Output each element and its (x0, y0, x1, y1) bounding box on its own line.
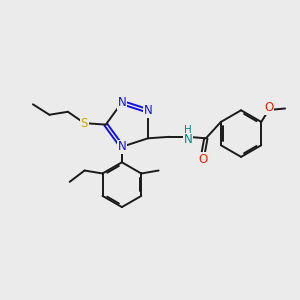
Text: O: O (264, 101, 273, 114)
Text: H: H (184, 125, 192, 135)
Text: N: N (144, 104, 152, 117)
Text: O: O (198, 153, 208, 166)
Text: S: S (81, 117, 88, 130)
Text: N: N (118, 140, 126, 153)
Text: N: N (184, 133, 192, 146)
Text: N: N (118, 96, 126, 109)
